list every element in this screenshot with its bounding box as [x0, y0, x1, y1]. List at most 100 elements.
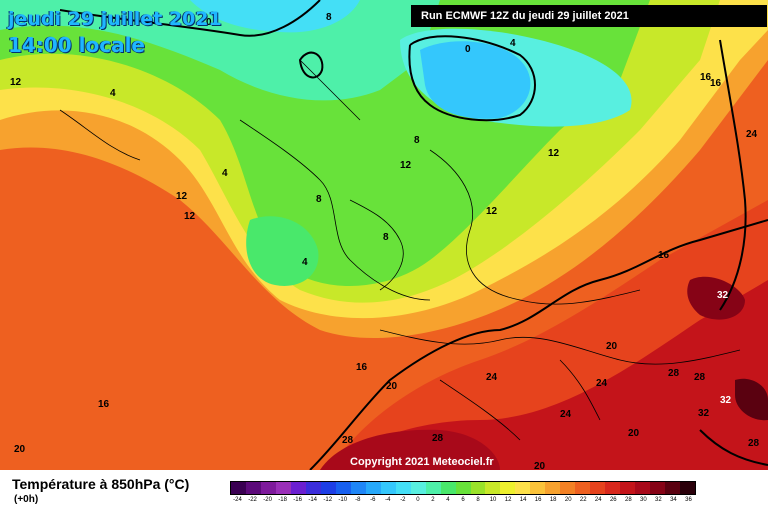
label-8-top: 8 — [326, 12, 332, 23]
scale-swatch — [515, 482, 531, 494]
temp-zone-cold-nw — [190, 0, 360, 33]
scale-tick-label: -4 — [385, 497, 391, 503]
isotherm-labels: 0 0 4 8 4 4 4 12 8 8 8 12 12 12 12 12 16… — [10, 12, 760, 470]
variable-title: Température à 850hPa (°C) — [12, 476, 190, 492]
scale-swatch — [605, 482, 621, 494]
label-12-east: 12 — [548, 148, 560, 159]
label-16-ne: 16 — [700, 72, 712, 83]
label-8-center: 8 — [316, 194, 322, 205]
scale-swatch — [290, 482, 306, 494]
scale-tick-label: 24 — [594, 497, 602, 503]
label-32-se2: 32 — [720, 395, 732, 406]
temp-zone-32-east — [735, 378, 768, 421]
scale-tick-label: 32 — [655, 497, 662, 503]
scale-tick-label: 18 — [549, 497, 557, 503]
scale-swatch — [305, 482, 321, 494]
temp-zone-cold — [420, 41, 531, 119]
scale-swatch — [635, 482, 651, 494]
scale-swatch — [650, 482, 666, 494]
scale-tick-label: -12 — [323, 497, 333, 503]
label-4-west: 4 — [110, 88, 116, 99]
scale-swatch — [350, 482, 366, 494]
label-24-se: 24 — [560, 409, 572, 420]
scale-swatch — [575, 482, 591, 494]
scale-tick-label: 26 — [609, 497, 617, 503]
scale-tick-label: 6 — [461, 497, 465, 503]
coastlines — [59, 59, 741, 441]
run-info-banner: Run ECMWF 12Z du jeudi 29 juillet 2021 — [411, 5, 767, 27]
scale-swatch — [485, 482, 501, 494]
label-32-se: 32 — [698, 408, 710, 419]
label-28-east: 28 — [668, 368, 680, 379]
scale-tick-label: 0 — [416, 497, 420, 503]
scale-swatch — [620, 482, 636, 494]
label-16-east: 16 — [658, 250, 670, 261]
label-24-ne: 24 — [746, 129, 758, 140]
scale-swatch — [410, 482, 426, 494]
scale-tick-label: 8 — [476, 497, 480, 503]
label-12-center: 12 — [486, 206, 498, 217]
temp-zone-28 — [320, 280, 768, 470]
scale-swatch — [545, 482, 561, 494]
temp-zone-32 — [687, 276, 745, 320]
map-date-title: jeudi 29 juillet 2021 — [8, 8, 222, 30]
color-scale-ticks: -24 -22 -20 -18 -16 -14 -12 -10 -8 -6 -4 -2 0 2 4 6 8 10 1… — [230, 497, 696, 507]
legend-footer: Température à 850hPa (°C) (+0h) -24 -22 -2… — [0, 470, 768, 512]
map-time-title: 14:00 locale — [8, 33, 145, 57]
label-12-atl: 12 — [176, 191, 188, 202]
label-24-south: 24 — [486, 372, 498, 383]
label-32-east: 32 — [717, 290, 729, 301]
scale-tick-label: 20 — [564, 497, 572, 503]
scale-tick-label: -22 — [248, 497, 257, 503]
label-28-south: 28 — [432, 433, 444, 444]
label-0-nw: 0 — [206, 17, 212, 28]
scale-tick-label: -20 — [263, 497, 272, 503]
scale-swatch — [335, 482, 351, 494]
scale-tick-label: -8 — [355, 497, 361, 503]
label-0-north: 0 — [465, 44, 471, 55]
scale-tick-label: 36 — [685, 497, 692, 503]
scale-tick-label: -2 — [400, 497, 406, 503]
isotherm-major — [59, 0, 768, 470]
scale-tick-label: -24 — [233, 497, 242, 503]
scale-tick-label: 34 — [670, 497, 677, 503]
label-8-north: 8 — [414, 135, 420, 146]
scale-swatch — [425, 482, 441, 494]
temperature-map: 0 0 4 8 4 4 4 12 8 8 8 12 12 12 12 12 16… — [0, 0, 768, 470]
scale-swatch — [320, 482, 336, 494]
scale-tick-label: -16 — [293, 497, 302, 503]
label-20-south: 20 — [386, 381, 398, 392]
scale-tick-label: 10 — [489, 497, 497, 503]
label-20-east: 20 — [606, 341, 618, 352]
copyright-text: Copyright 2021 Meteociel.fr — [350, 456, 494, 468]
scale-tick-label: -18 — [278, 497, 287, 503]
scale-tick-label: -6 — [370, 497, 376, 503]
color-scale — [230, 481, 696, 495]
scale-swatch — [665, 482, 681, 494]
scale-swatch — [365, 482, 381, 494]
label-4-mid: 4 — [222, 168, 228, 179]
scale-swatch — [470, 482, 486, 494]
scale-tick-label: -10 — [338, 497, 348, 503]
scale-tick-label: 22 — [579, 497, 587, 503]
scale-swatch — [245, 482, 261, 494]
scale-tick-label: 4 — [446, 497, 450, 503]
scale-swatch — [275, 482, 291, 494]
label-4-pocket: 4 — [302, 257, 308, 268]
label-12-atl2: 12 — [184, 211, 196, 222]
scale-tick-label: 14 — [519, 497, 527, 503]
label-16-ne2: 16 — [710, 78, 722, 89]
scale-swatch — [260, 482, 276, 494]
scale-swatch — [231, 482, 246, 494]
temp-zone-4 — [246, 216, 319, 286]
label-20-sw: 20 — [14, 444, 26, 455]
forecast-step: (+0h) — [14, 494, 39, 505]
scale-swatch — [530, 482, 546, 494]
label-24-east: 24 — [596, 378, 608, 389]
label-16-sw: 16 — [98, 399, 110, 410]
scale-tick-label: 2 — [431, 497, 435, 503]
scale-swatch — [380, 482, 396, 494]
scale-swatch — [560, 482, 576, 494]
scale-swatch — [395, 482, 411, 494]
label-4-north: 4 — [510, 38, 516, 49]
